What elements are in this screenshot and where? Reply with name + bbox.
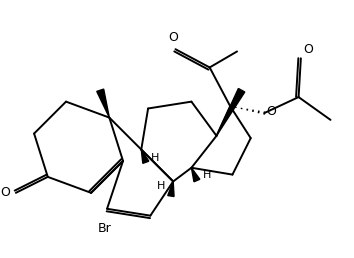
Text: O: O — [267, 105, 276, 118]
Text: H: H — [151, 153, 160, 163]
Text: H: H — [203, 170, 211, 180]
Polygon shape — [168, 181, 174, 197]
Polygon shape — [97, 89, 109, 118]
Polygon shape — [192, 168, 200, 182]
Text: O: O — [303, 43, 313, 56]
Text: H: H — [156, 181, 165, 191]
Text: O: O — [168, 31, 178, 44]
Text: O: O — [0, 186, 10, 199]
Polygon shape — [217, 88, 245, 136]
Text: Br: Br — [98, 222, 112, 235]
Polygon shape — [141, 150, 149, 163]
